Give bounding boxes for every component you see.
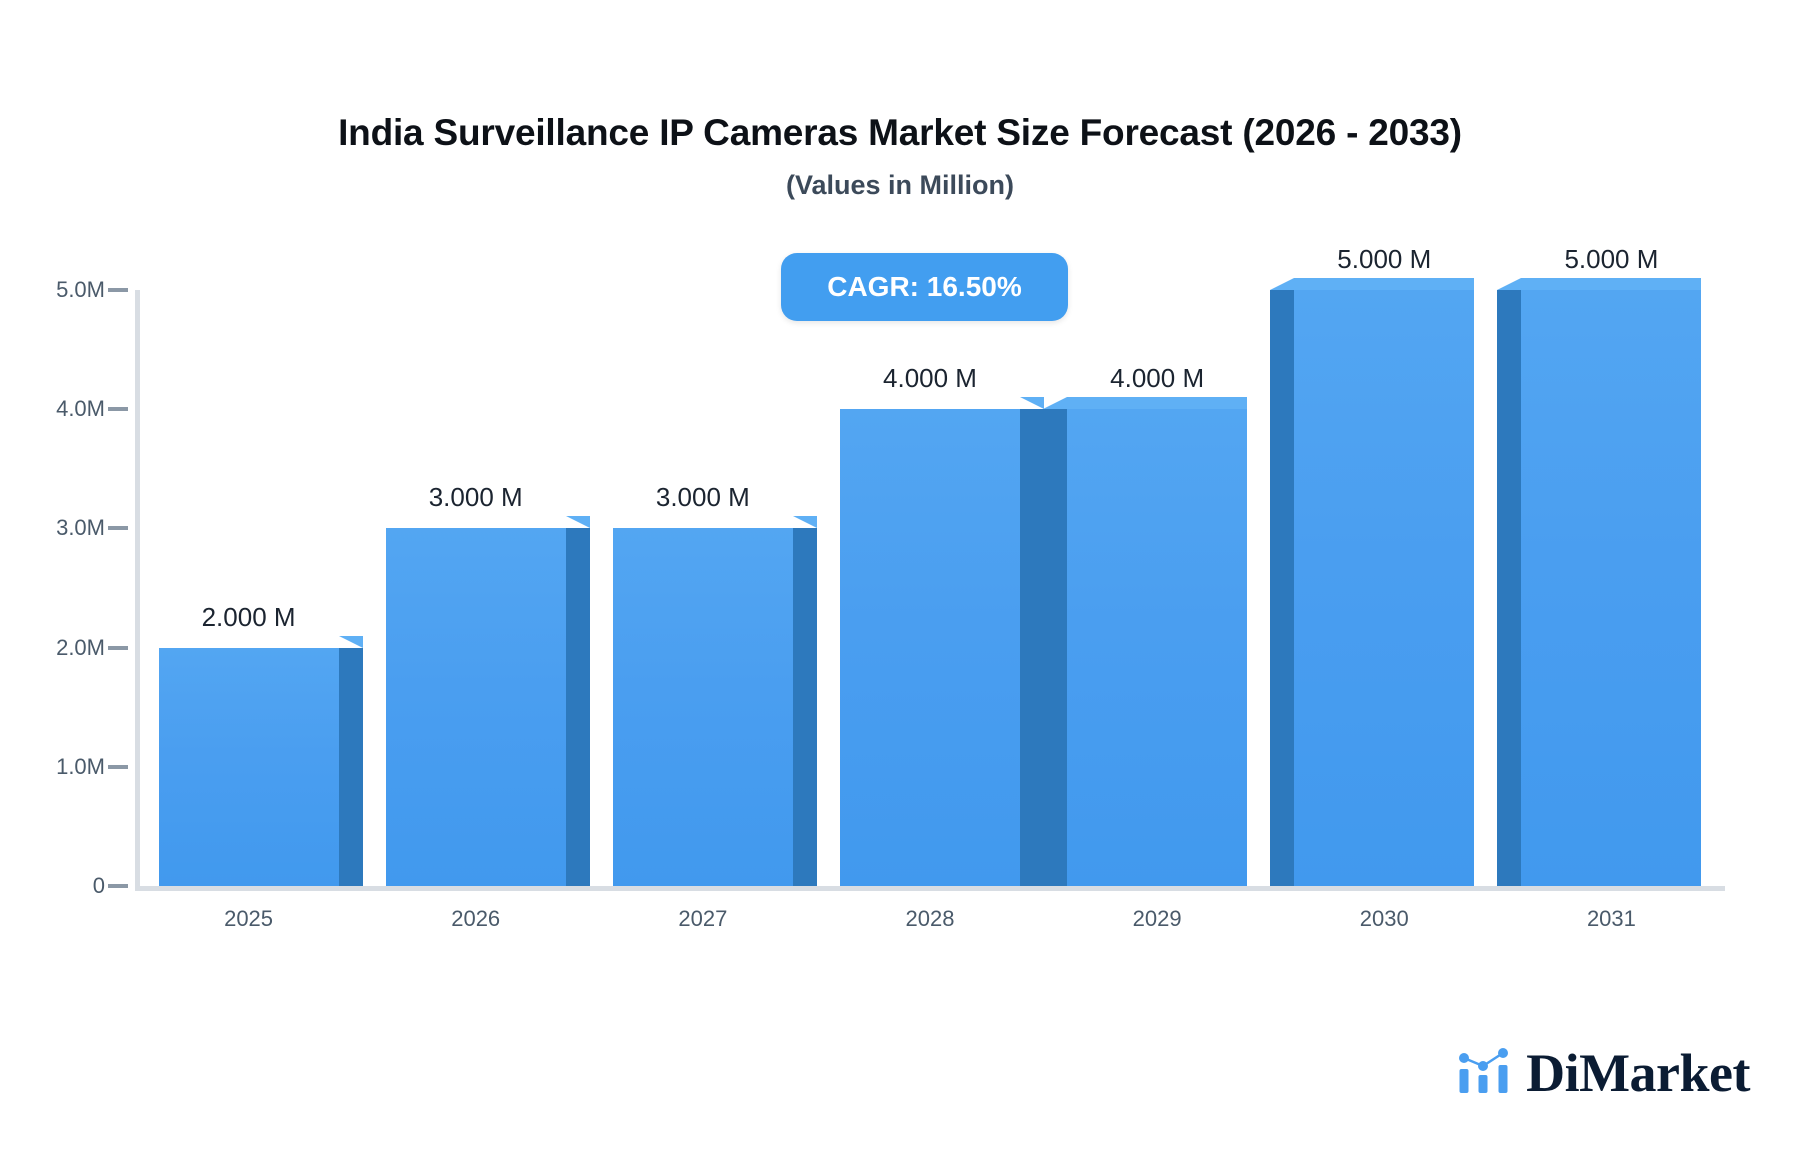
cagr-badge: CAGR: 16.50%: [781, 253, 1068, 321]
bar-side-face: [1043, 409, 1068, 886]
bar-value-label: 3.000 M: [655, 482, 750, 513]
bar-top-face: [840, 397, 1044, 410]
y-tick-label: 0: [92, 873, 105, 898]
x-tick-label: 2025: [224, 906, 274, 931]
bar-front-face: [1521, 290, 1702, 886]
bar-2030[interactable]: 5.000 M: [1270, 244, 1475, 886]
x-tick-label: 2029: [1132, 906, 1182, 931]
bar-2029[interactable]: 4.000 M: [1043, 363, 1248, 886]
x-tick-label: 2030: [1359, 906, 1409, 931]
bar-top-face: [1497, 278, 1702, 290]
brand-logo: DiMarket: [1458, 1045, 1750, 1100]
bar-front-face: [385, 528, 566, 886]
bar-side-face: [792, 528, 817, 886]
bar-value-label: 5.000 M: [1564, 244, 1659, 274]
bar-2031[interactable]: 5.000 M: [1497, 244, 1702, 886]
y-tick-label: 4.0M: [56, 396, 105, 422]
brand-logo-text: DiMarket: [1526, 1042, 1750, 1103]
bar-2025[interactable]: 2.000 M: [158, 602, 363, 886]
y-tick-label: 3.0M: [56, 515, 105, 541]
bar-side-face: [1020, 409, 1044, 886]
x-tick-label: 2027: [678, 906, 728, 931]
x-tick-label: 2031: [1586, 906, 1636, 931]
bar-top-face: [613, 516, 817, 529]
y-tick-label: 2.0M: [56, 634, 105, 660]
y-tick-label: 5.0M: [56, 277, 105, 302]
bar-top-face: [1043, 397, 1248, 410]
bar-front-face: [1294, 290, 1475, 886]
bar-2026[interactable]: 3.000 M: [385, 482, 590, 886]
bar-chart-icon: [1458, 1045, 1512, 1100]
y-tick-mark: [108, 288, 128, 292]
bar-side-face: [1270, 290, 1295, 886]
bar-side-face: [338, 647, 363, 886]
bar-top-face: [386, 516, 590, 529]
y-tick-mark: [108, 407, 128, 412]
bar-top-face: [1270, 278, 1475, 290]
chart-title: India Surveillance IP Cameras Market Siz…: [338, 112, 1462, 153]
bar-front-face: [158, 647, 339, 886]
bar-side-face: [1497, 290, 1522, 886]
bar-value-label: 4.000 M: [883, 363, 977, 394]
y-tick-label: 1.0M: [56, 753, 105, 779]
y-tick-mark: [108, 645, 128, 650]
y-tick-mark: [108, 884, 128, 888]
bar-top-face: [159, 635, 363, 648]
y-tick-mark: [108, 764, 128, 769]
bar-front-face: [1067, 409, 1248, 886]
bar-2027[interactable]: 3.000 M: [612, 482, 817, 886]
bar-value-label: 4.000 M: [1110, 363, 1205, 394]
bar-front-face: [612, 528, 793, 886]
bar-side-face: [565, 528, 590, 886]
x-tick-label: 2026: [451, 906, 501, 931]
bar-2028[interactable]: 4.000 M: [840, 363, 1044, 886]
chart-subtitle: (Values in Million): [785, 170, 1015, 200]
bar-front-face: [840, 409, 1020, 886]
bar-value-label: 3.000 M: [428, 482, 523, 513]
bar-value-label: 2.000 M: [201, 601, 296, 632]
x-axis-line: [135, 886, 1725, 891]
bar-value-label: 5.000 M: [1337, 244, 1432, 274]
x-tick-label: 2028: [905, 906, 955, 931]
y-tick-mark: [108, 526, 128, 531]
y-axis-line: [135, 290, 140, 890]
